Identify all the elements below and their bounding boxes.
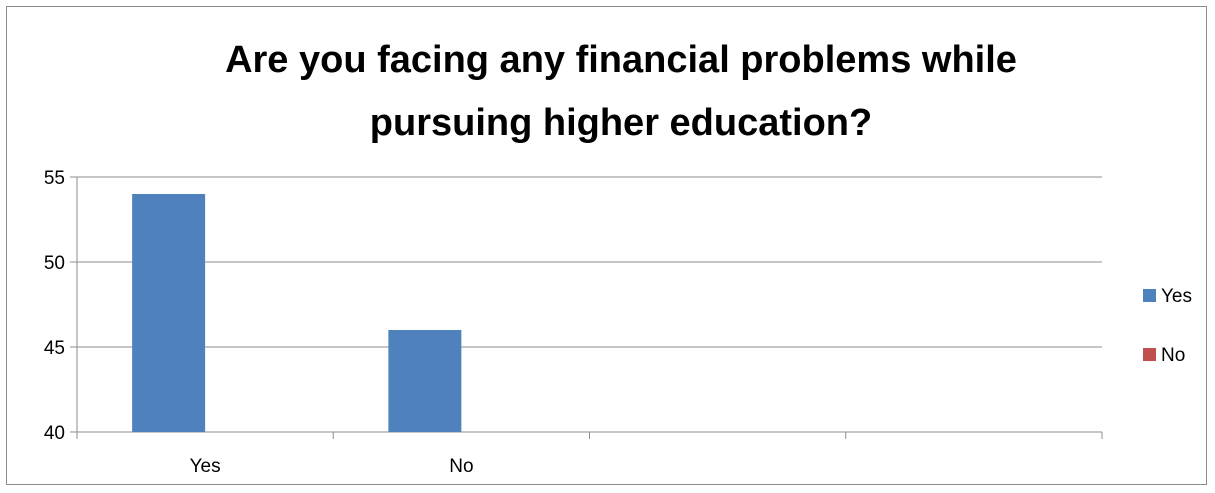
legend-label: Yes xyxy=(1161,286,1192,307)
chart-title-line-1: Are you facing any financial problems wh… xyxy=(225,39,1017,81)
chart-title-line-2: pursuing higher education? xyxy=(370,102,872,144)
y-tick-label: 40 xyxy=(44,423,65,444)
axes xyxy=(70,176,1103,439)
gridlines xyxy=(77,176,1102,348)
y-tick-label: 55 xyxy=(44,168,65,189)
x-tick-labels: Yes No xyxy=(190,456,474,477)
bars xyxy=(132,194,462,432)
legend-label: No xyxy=(1161,345,1185,366)
y-tick-label: 50 xyxy=(44,253,65,274)
legend-swatch xyxy=(1143,348,1156,361)
bar-yes xyxy=(132,194,206,432)
x-tick-label: No xyxy=(449,456,473,477)
legend-swatch xyxy=(1143,289,1156,302)
bar-no xyxy=(388,330,462,432)
legend: Yes No xyxy=(1143,286,1192,366)
x-tick-label: Yes xyxy=(190,456,221,477)
y-tick-labels: 55 50 45 40 xyxy=(44,168,65,444)
chart-frame xyxy=(6,6,1207,485)
y-tick-label: 45 xyxy=(44,338,65,359)
chart-title: Are you facing any financial problems wh… xyxy=(225,39,1017,144)
